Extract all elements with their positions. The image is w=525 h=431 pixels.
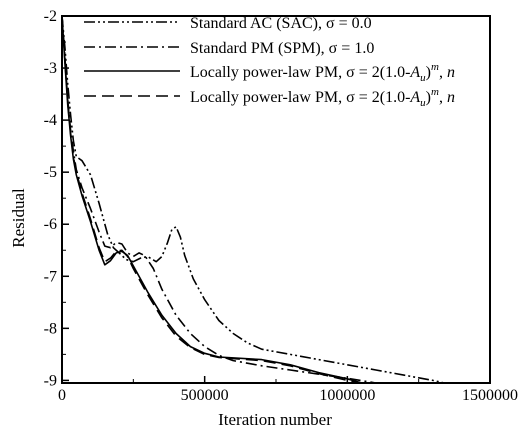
y-axis-title: Residual bbox=[9, 188, 28, 248]
y-tick-label: -7 bbox=[44, 268, 57, 285]
y-tick-label: -2 bbox=[44, 8, 57, 25]
x-tick-label: 1500000 bbox=[462, 387, 518, 404]
y-tick-label: -3 bbox=[44, 60, 57, 77]
y-tick-label: -9 bbox=[44, 372, 57, 389]
legend-label-1: Standard AC (SAC), σ = 0.0 bbox=[190, 15, 372, 32]
x-tick-label: 0 bbox=[58, 387, 66, 404]
series-line-1 bbox=[61, 15, 445, 384]
y-tick-label: -8 bbox=[44, 320, 57, 337]
y-axis: -2 -3 -4 -5 -6 -7 -8 -9 bbox=[44, 8, 69, 389]
legend-label-3: Locally power-law PM, σ = 2(1.0-Au)m, n bbox=[190, 61, 455, 84]
x-axis-title: Iteration number bbox=[218, 410, 332, 429]
series-line-4 bbox=[61, 15, 359, 384]
y-tick-label: -5 bbox=[44, 164, 57, 181]
legend: Standard AC (SAC), σ = 0.0 Standard PM (S… bbox=[84, 15, 455, 109]
legend-label-2: Standard PM (SPM), σ = 1.0 bbox=[190, 40, 374, 57]
y-tick-label: -4 bbox=[44, 112, 57, 129]
x-axis: 0 500000 1000000 1500000 bbox=[58, 376, 518, 404]
legend-label-4: Locally power-law PM, σ = 2(1.0-Au)m, n bbox=[190, 86, 455, 109]
x-tick-label: 1000000 bbox=[319, 387, 375, 404]
y-tick-label: -6 bbox=[44, 216, 57, 233]
x-tick-label: 500000 bbox=[181, 387, 229, 404]
series-layer bbox=[61, 15, 445, 384]
